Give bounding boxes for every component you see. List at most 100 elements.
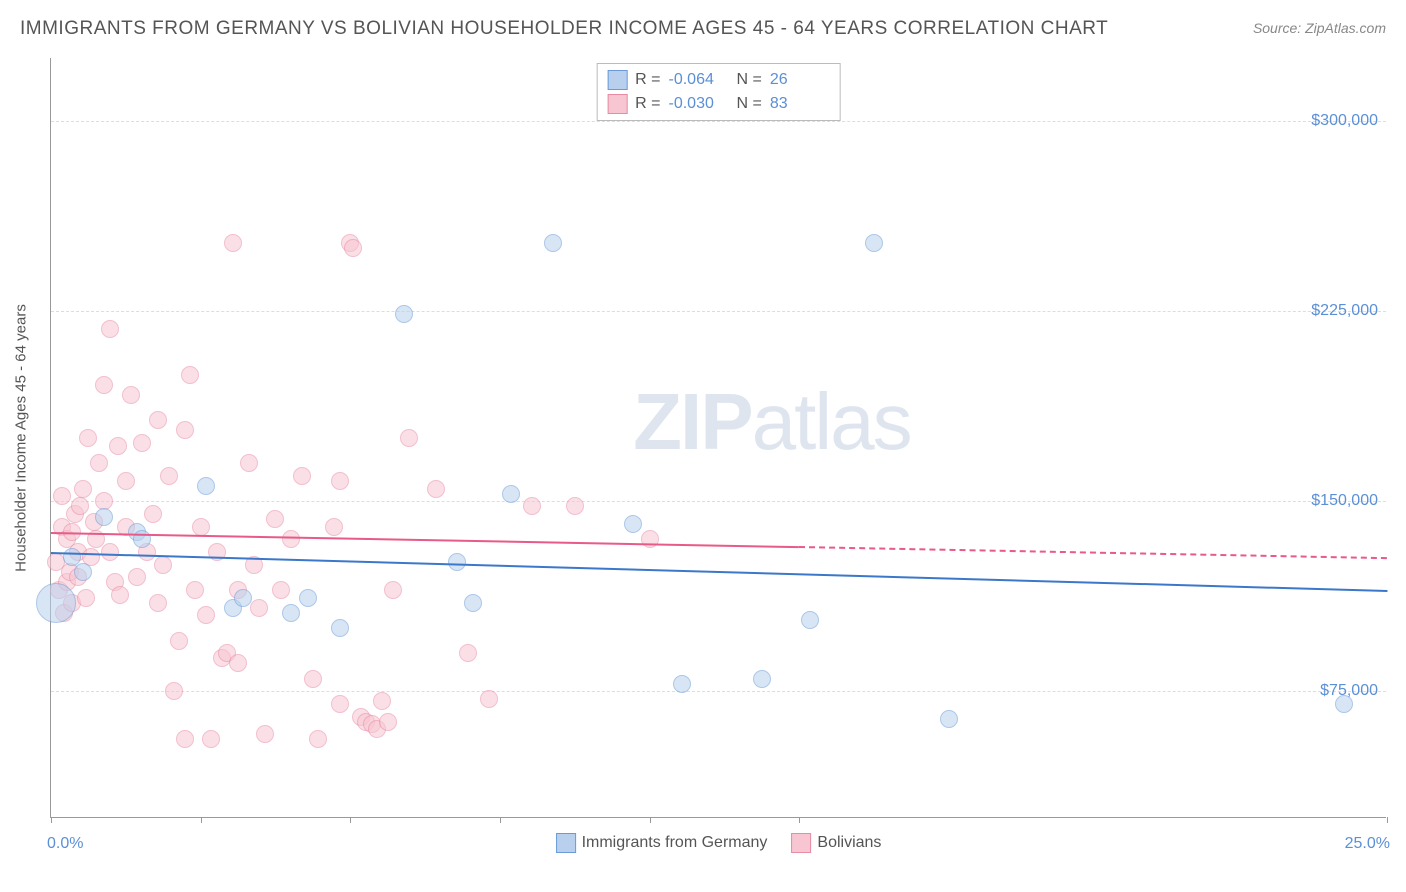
data-point <box>282 530 300 548</box>
watermark-atlas: atlas <box>752 377 911 466</box>
chart-title: IMMIGRANTS FROM GERMANY VS BOLIVIAN HOUS… <box>20 18 1108 40</box>
x-tick <box>51 817 52 823</box>
data-point <box>170 632 188 650</box>
data-point <box>197 477 215 495</box>
data-point <box>304 670 322 688</box>
gridline <box>51 691 1386 692</box>
data-point <box>165 682 183 700</box>
data-point <box>331 619 349 637</box>
data-point <box>427 480 445 498</box>
legend-item-germany: Immigrants from Germany <box>556 833 768 853</box>
data-point <box>641 530 659 548</box>
data-point <box>181 366 199 384</box>
data-point <box>1335 695 1353 713</box>
legend: Immigrants from Germany Bolivians <box>556 833 882 853</box>
stat-label-r: R = <box>635 95 660 113</box>
data-point <box>53 487 71 505</box>
x-tick <box>799 817 800 823</box>
y-tick-label: $150,000 <box>1311 492 1378 510</box>
data-point <box>256 725 274 743</box>
data-point <box>36 583 76 623</box>
legend-swatch-germany <box>556 833 576 853</box>
data-point <box>400 429 418 447</box>
data-point <box>224 234 242 252</box>
data-point <box>149 594 167 612</box>
gridline <box>51 121 1386 122</box>
data-point <box>71 497 89 515</box>
data-point <box>79 429 97 447</box>
data-point <box>95 376 113 394</box>
gridline <box>51 501 1386 502</box>
data-point <box>109 437 127 455</box>
data-point <box>379 713 397 731</box>
stat-value-n-bolivians: 83 <box>770 95 830 113</box>
data-point <box>149 411 167 429</box>
correlation-stats-box: R = -0.064 N = 26 R = -0.030 N = 83 <box>596 63 841 121</box>
data-point <box>673 675 691 693</box>
data-point <box>325 518 343 536</box>
data-point <box>154 556 172 574</box>
data-point <box>753 670 771 688</box>
regression-line-dashed <box>799 546 1387 559</box>
data-point <box>299 589 317 607</box>
data-point <box>176 421 194 439</box>
source-label: Source: ZipAtlas.com <box>1253 20 1386 36</box>
data-point <box>940 710 958 728</box>
stat-label-n: N = <box>737 95 762 113</box>
stats-row-bolivians: R = -0.030 N = 83 <box>607 92 830 116</box>
x-axis-max-label: 25.0% <box>1345 835 1390 853</box>
data-point <box>229 654 247 672</box>
stat-value-n-germany: 26 <box>770 71 830 89</box>
data-point <box>240 454 258 472</box>
data-point <box>293 467 311 485</box>
data-point <box>331 695 349 713</box>
regression-line <box>51 532 799 548</box>
swatch-bolivians <box>607 94 627 114</box>
data-point <box>309 730 327 748</box>
data-point <box>77 589 95 607</box>
data-point <box>523 497 541 515</box>
data-point <box>459 644 477 662</box>
data-point <box>373 692 391 710</box>
data-point <box>101 320 119 338</box>
data-point <box>566 497 584 515</box>
data-point <box>90 454 108 472</box>
data-point <box>865 234 883 252</box>
data-point <box>192 518 210 536</box>
data-point <box>282 604 300 622</box>
data-point <box>111 586 129 604</box>
plot-area: Householder Income Ages 45 - 64 years ZI… <box>50 58 1386 818</box>
data-point <box>544 234 562 252</box>
data-point <box>160 467 178 485</box>
x-tick <box>350 817 351 823</box>
data-point <box>395 305 413 323</box>
watermark-zip: ZIP <box>633 377 751 466</box>
data-point <box>502 485 520 503</box>
data-point <box>234 589 252 607</box>
legend-item-bolivians: Bolivians <box>791 833 881 853</box>
data-point <box>95 508 113 526</box>
data-point <box>250 599 268 617</box>
y-tick-label: $300,000 <box>1311 112 1378 130</box>
data-point <box>266 510 284 528</box>
data-point <box>101 543 119 561</box>
data-point <box>331 472 349 490</box>
x-tick <box>650 817 651 823</box>
data-point <box>74 563 92 581</box>
stat-value-r-germany: -0.064 <box>669 71 729 89</box>
data-point <box>74 480 92 498</box>
data-point <box>344 239 362 257</box>
x-tick <box>500 817 501 823</box>
data-point <box>480 690 498 708</box>
y-axis-title: Householder Income Ages 45 - 64 years <box>13 304 30 572</box>
stat-label-r: R = <box>635 71 660 89</box>
watermark: ZIPatlas <box>633 376 910 468</box>
data-point <box>384 581 402 599</box>
stat-label-n: N = <box>737 71 762 89</box>
data-point <box>272 581 290 599</box>
y-tick-label: $225,000 <box>1311 302 1378 320</box>
data-point <box>122 386 140 404</box>
data-point <box>144 505 162 523</box>
legend-label-bolivians: Bolivians <box>817 834 881 852</box>
legend-swatch-bolivians <box>791 833 811 853</box>
